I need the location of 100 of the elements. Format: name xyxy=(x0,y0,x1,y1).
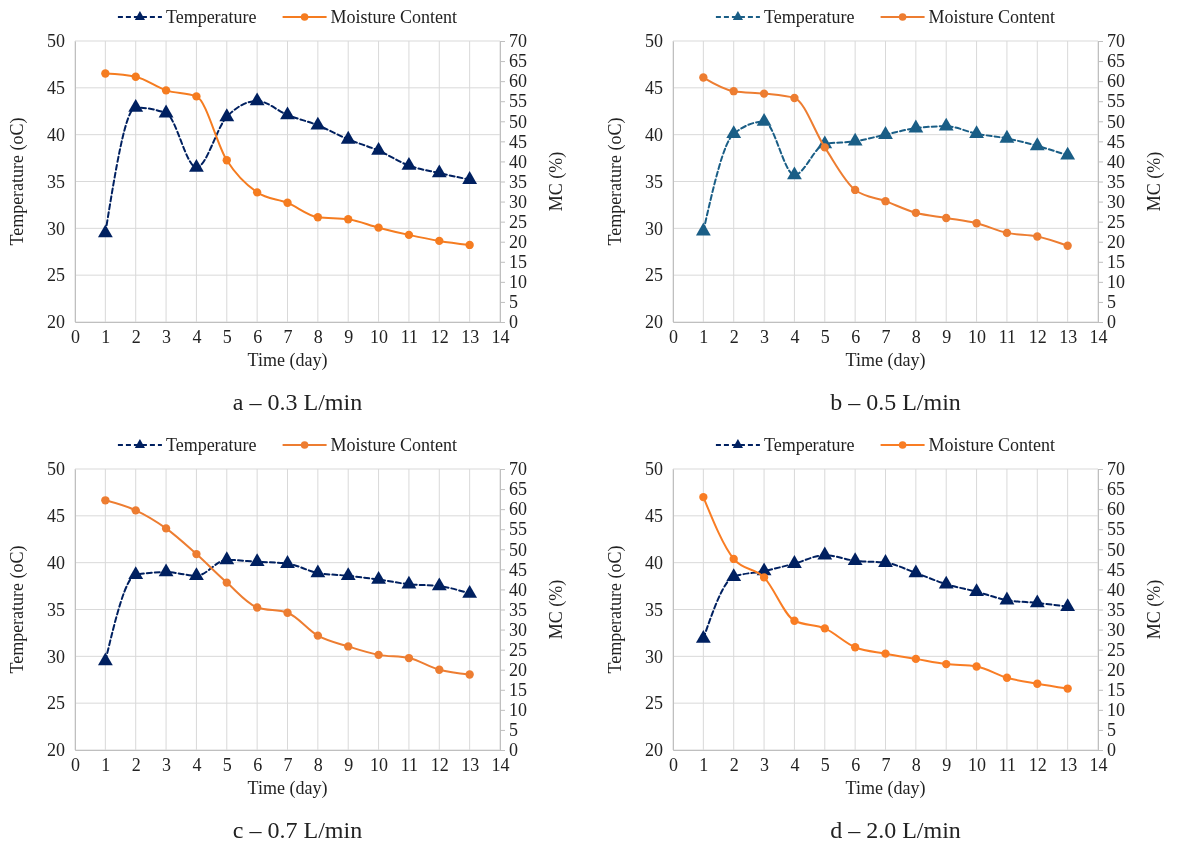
point xyxy=(729,87,738,96)
point xyxy=(938,117,954,131)
y2-tick-label: 55 xyxy=(509,91,527,112)
y-tick-label: 45 xyxy=(645,78,663,99)
y2-tick-label: 5 xyxy=(1107,720,1116,741)
point xyxy=(878,554,893,567)
x-tick-label: 6 xyxy=(851,754,861,775)
point xyxy=(911,208,921,217)
y2-tick-label: 65 xyxy=(1107,479,1125,500)
point xyxy=(969,125,984,139)
x-tick-label: 14 xyxy=(491,754,510,775)
y2-tick-label: 30 xyxy=(1107,619,1125,640)
point xyxy=(787,555,802,568)
x-tick-label: 13 xyxy=(461,754,480,775)
point xyxy=(283,198,292,207)
point xyxy=(101,496,110,505)
y-tick-label: 40 xyxy=(47,124,65,145)
point xyxy=(759,573,769,582)
y-tick-label: 25 xyxy=(645,265,663,286)
point xyxy=(969,583,984,596)
y2-tick-label: 65 xyxy=(509,479,527,500)
point xyxy=(161,86,171,95)
y2-tick-label: 65 xyxy=(509,51,527,72)
y2-tick-label: 25 xyxy=(1107,211,1125,232)
point xyxy=(908,119,924,133)
y2-tick-label: 45 xyxy=(1107,559,1125,580)
legend-label: Temperature xyxy=(763,435,855,455)
y-tick-label: 25 xyxy=(47,693,65,714)
point xyxy=(820,624,829,633)
point xyxy=(374,223,383,232)
y2-tick-label: 5 xyxy=(1107,292,1116,313)
y2-tick-label: 55 xyxy=(1107,519,1125,540)
x-tick-label: 2 xyxy=(729,326,739,347)
y2-tick-label: 45 xyxy=(509,559,527,580)
y2-tick-label: 35 xyxy=(1107,171,1125,192)
x-tick-label: 0 xyxy=(71,754,80,775)
point xyxy=(371,142,386,155)
y2-tick-label: 5 xyxy=(509,720,518,741)
y-axis-title: Temperature (oC) xyxy=(605,545,626,674)
y2-tick-label: 40 xyxy=(509,151,527,172)
point xyxy=(192,549,201,559)
point xyxy=(729,554,738,564)
point xyxy=(371,570,386,584)
point xyxy=(344,642,353,651)
point xyxy=(101,69,110,78)
x-tick-label: 8 xyxy=(911,326,921,347)
x-tick-label: 9 xyxy=(942,754,952,775)
legend-label: Temperature xyxy=(763,7,855,27)
y2-tick-label: 70 xyxy=(509,459,527,480)
y-tick-label: 35 xyxy=(645,599,663,620)
text: c – 0.7 L/min xyxy=(232,817,363,843)
x-tick-label: 4 xyxy=(192,754,202,775)
x-tick-label: 14 xyxy=(1089,326,1108,347)
point xyxy=(131,72,140,81)
point xyxy=(911,654,921,664)
x-tick-label: 3 xyxy=(760,754,770,775)
x-tick-label: 4 xyxy=(790,754,800,775)
y-tick-label: 30 xyxy=(645,218,663,239)
legend-label: Moisture Content xyxy=(928,435,1056,455)
x-tick-label: 7 xyxy=(283,326,293,347)
point xyxy=(759,89,769,98)
y2-tick-label: 45 xyxy=(1107,131,1125,152)
x-tick-label: 7 xyxy=(881,754,891,775)
point xyxy=(219,108,235,122)
legend-label: Temperature xyxy=(165,435,257,455)
point xyxy=(465,240,474,250)
point xyxy=(1029,137,1045,151)
point xyxy=(972,219,981,228)
point xyxy=(401,157,417,170)
x-axis-title: Time (day) xyxy=(247,778,328,799)
x-tick-label: 6 xyxy=(253,754,263,775)
y-tick-label: 20 xyxy=(645,740,663,761)
y2-axis-title: MC (%) xyxy=(546,579,567,640)
x-tick-label: 1 xyxy=(101,326,111,347)
point xyxy=(999,591,1015,605)
point xyxy=(222,578,231,587)
x-tick-label: 1 xyxy=(101,754,111,775)
y2-tick-label: 35 xyxy=(509,599,527,620)
y2-tick-label: 30 xyxy=(1107,191,1125,212)
point xyxy=(1002,673,1012,682)
y2-tick-label: 40 xyxy=(509,579,527,600)
y2-tick-label: 40 xyxy=(1107,579,1125,600)
point xyxy=(847,132,863,146)
point xyxy=(222,156,231,165)
y-tick-label: 35 xyxy=(47,171,65,192)
x-tick-label: 13 xyxy=(1059,754,1078,775)
y2-tick-label: 10 xyxy=(509,700,527,721)
y2-tick-label: 60 xyxy=(509,499,527,520)
y2-tick-label: 0 xyxy=(509,312,518,333)
point xyxy=(158,104,174,118)
x-tick-label: 0 xyxy=(669,326,678,347)
y2-tick-label: 25 xyxy=(509,639,527,660)
point xyxy=(128,566,144,580)
y2-tick-label: 20 xyxy=(1107,231,1125,252)
y-tick-label: 25 xyxy=(47,265,65,286)
y2-tick-label: 20 xyxy=(509,659,527,680)
point xyxy=(1060,598,1076,611)
y-axis-title: Temperature (oC) xyxy=(605,117,626,246)
x-tick-label: 6 xyxy=(253,326,263,347)
point xyxy=(699,492,708,502)
